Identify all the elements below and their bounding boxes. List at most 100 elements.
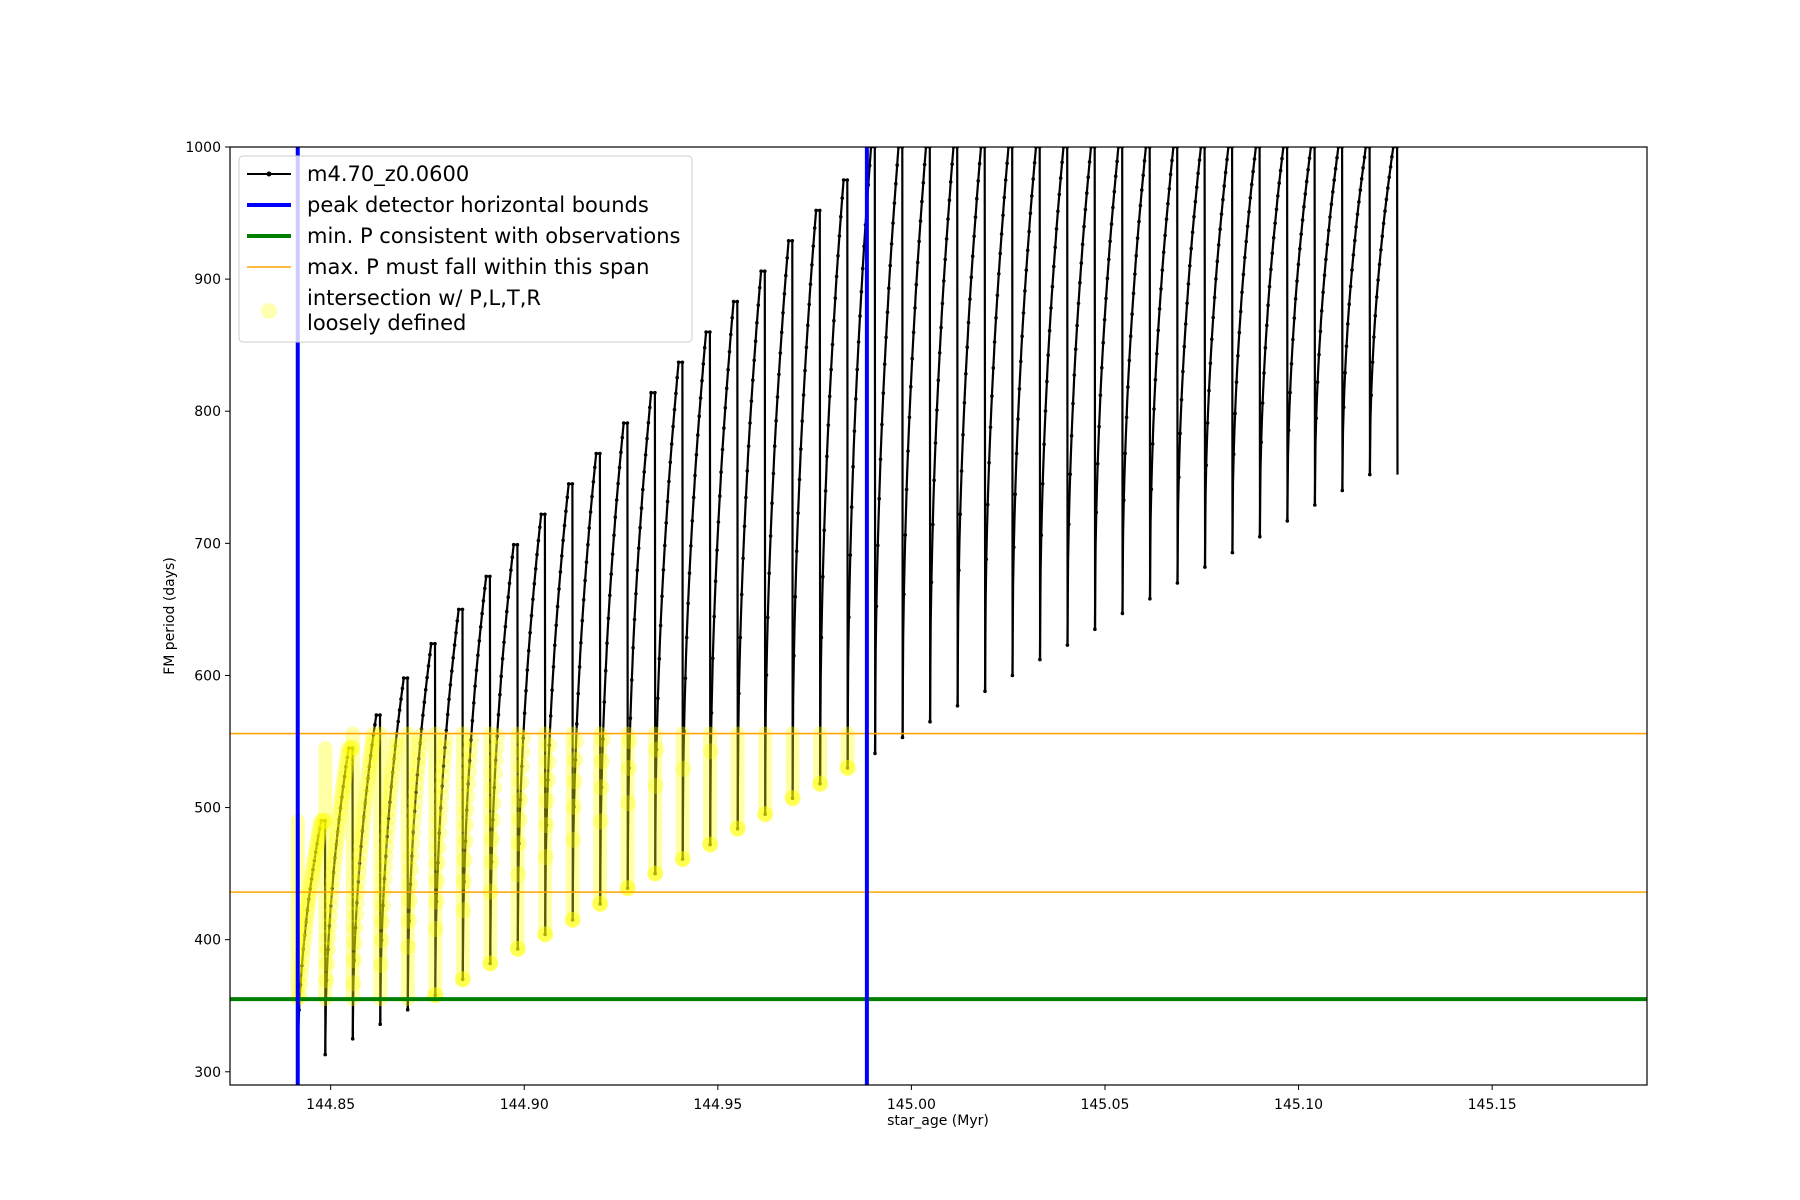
series-point	[312, 858, 317, 863]
intersection-point	[364, 731, 381, 748]
intersection-point	[322, 897, 339, 914]
series-point	[741, 556, 745, 561]
intersection-point	[460, 775, 477, 792]
series-point	[300, 963, 304, 968]
intersection-point	[432, 812, 448, 829]
series-pulse	[1313, 147, 1344, 506]
intersection-point	[360, 764, 377, 781]
series-point	[1351, 253, 1356, 257]
series-point	[696, 433, 700, 437]
series-point	[1263, 345, 1268, 350]
intersection-point	[296, 934, 312, 950]
series-point	[544, 823, 549, 827]
series-point	[653, 390, 657, 395]
series-point	[496, 712, 501, 717]
intersection-point	[592, 896, 609, 912]
series-point	[814, 208, 818, 213]
series-point	[1181, 369, 1185, 374]
series-point	[819, 635, 824, 640]
series-point	[481, 599, 486, 603]
series-point	[739, 592, 744, 597]
series-point	[1326, 228, 1331, 233]
series-point	[562, 523, 567, 528]
intersection-point	[306, 852, 323, 869]
intersection-point	[300, 891, 317, 908]
series-point	[821, 574, 825, 579]
series-pulse	[818, 178, 849, 784]
intersection-point	[315, 812, 332, 829]
series-point	[535, 552, 539, 557]
series-point	[991, 366, 996, 370]
series-point	[1134, 253, 1138, 258]
series-point	[715, 548, 719, 552]
y-tick-label: 300	[194, 1065, 221, 1081]
series-point	[573, 758, 578, 762]
series-point	[808, 282, 813, 287]
series-point	[1107, 257, 1111, 262]
series-point	[744, 495, 748, 500]
intersection-point	[362, 753, 378, 770]
series-point	[792, 653, 796, 658]
intersection-point	[362, 747, 379, 764]
series-point	[1214, 277, 1218, 281]
series-point	[942, 279, 946, 283]
series-point	[543, 932, 547, 937]
series-point	[598, 902, 602, 906]
series-point	[370, 743, 374, 747]
series-point	[803, 368, 807, 373]
series-point	[1060, 160, 1064, 165]
series-point	[1193, 199, 1198, 204]
series-pulse	[1093, 147, 1124, 630]
series-point	[553, 643, 557, 648]
series-point	[723, 406, 728, 410]
series-point	[1387, 175, 1391, 180]
intersection-point	[340, 740, 357, 757]
intersection-point	[319, 955, 336, 972]
intersection-point	[729, 820, 746, 837]
intersection-point	[454, 971, 471, 988]
intersection-point	[380, 810, 397, 827]
intersection-point	[412, 728, 429, 745]
series-point	[517, 841, 521, 846]
series-point	[1038, 657, 1042, 662]
series-point	[854, 397, 858, 401]
series-point	[437, 831, 442, 835]
series-point	[1075, 323, 1079, 328]
intersection-point	[333, 794, 350, 811]
series-point	[994, 316, 998, 320]
series-point	[311, 867, 315, 872]
intersection-point	[308, 840, 325, 856]
series-point	[1135, 236, 1140, 240]
series-pulse	[544, 482, 574, 935]
series-point	[664, 521, 668, 525]
series-point	[1258, 534, 1262, 539]
series-point	[593, 465, 597, 470]
series-point	[892, 201, 897, 205]
intersection-point	[513, 774, 530, 791]
intersection-point	[407, 793, 424, 810]
intersection-point	[304, 866, 321, 883]
series-point	[636, 546, 641, 551]
series-point	[495, 734, 499, 739]
intersection-point	[482, 955, 499, 972]
series-point	[1333, 166, 1338, 171]
intersection-point	[729, 820, 746, 837]
series-point	[1182, 344, 1187, 349]
series-point	[410, 854, 414, 858]
series-point	[1328, 215, 1332, 219]
series-point	[1127, 358, 1132, 363]
intersection-point	[328, 836, 345, 853]
series-point	[632, 617, 637, 622]
series-point	[1045, 379, 1049, 384]
intersection-point	[784, 790, 801, 807]
series-point	[990, 394, 994, 398]
intersection-point	[702, 836, 719, 853]
intersection-point	[333, 789, 350, 806]
series-point	[988, 425, 993, 430]
series-point	[1002, 195, 1007, 200]
series-point	[1240, 290, 1244, 295]
intersection-point	[305, 861, 321, 878]
series-point	[937, 351, 942, 355]
series-point	[799, 447, 803, 451]
intersection-point	[309, 831, 326, 848]
